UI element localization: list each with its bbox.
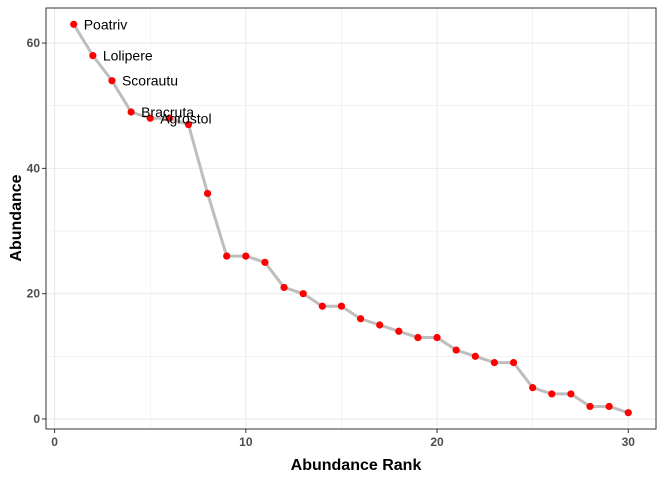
data-point	[452, 346, 460, 354]
x-tick-label: 30	[622, 435, 636, 449]
data-point	[223, 252, 231, 260]
data-point	[242, 252, 250, 260]
x-tick-label: 10	[239, 435, 253, 449]
series-points	[70, 20, 632, 417]
point-label: Poatriv	[84, 16, 128, 32]
data-point	[108, 77, 116, 85]
point-label: Bracruta	[141, 104, 194, 120]
data-point	[146, 114, 154, 122]
panel-border	[45, 7, 657, 430]
x-axis-title: Abundance Rank	[291, 457, 422, 474]
data-point	[89, 52, 97, 60]
x-tick-label: 0	[51, 435, 58, 449]
y-axis-title: Abundance	[8, 174, 25, 261]
data-point	[376, 321, 384, 329]
point-label: Agrostol	[160, 110, 211, 126]
data-point	[548, 390, 556, 398]
data-point	[414, 333, 422, 342]
data-point	[261, 258, 269, 266]
data-point	[529, 384, 537, 392]
data-point	[586, 402, 594, 411]
data-point	[471, 352, 479, 360]
data-point	[605, 402, 613, 411]
point-label: Scorautu	[122, 73, 178, 89]
grid	[46, 8, 656, 429]
y-tick-label: 0	[33, 412, 40, 426]
x-tick-label: 20	[430, 435, 444, 449]
y-tick-label: 20	[27, 287, 41, 301]
y-tick-label: 40	[27, 161, 41, 175]
data-point	[395, 327, 403, 335]
data-point	[165, 114, 173, 122]
data-point	[280, 283, 288, 292]
data-point	[70, 20, 78, 28]
data-point	[624, 409, 632, 417]
data-point	[318, 302, 326, 310]
data-point	[337, 302, 346, 310]
data-point	[356, 315, 365, 323]
data-point	[567, 390, 575, 398]
point-label: Lolipere	[103, 48, 153, 64]
y-tick-label: 60	[27, 36, 41, 50]
data-point	[184, 120, 193, 129]
data-point	[127, 108, 135, 116]
data-point	[203, 189, 212, 198]
data-point	[490, 358, 499, 367]
plot-panel	[46, 8, 656, 429]
data-point	[433, 333, 441, 342]
data-point	[509, 358, 518, 367]
axis-ticks: 0 10 20 30 0 20 40 60	[27, 36, 636, 449]
data-point	[299, 290, 307, 298]
